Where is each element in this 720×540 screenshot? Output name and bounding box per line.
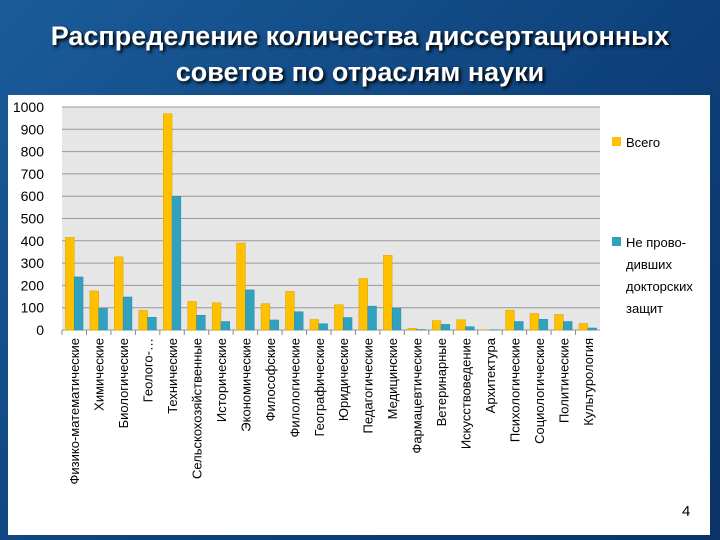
y-tick-label: 400	[21, 233, 45, 249]
x-tick-label: Медицинские	[385, 338, 400, 419]
bar-no-defense	[514, 321, 524, 331]
page-number: 4	[682, 503, 691, 520]
bar-no-defense	[440, 324, 451, 331]
legend-label-no-defense: докторских	[626, 279, 693, 294]
bar-total	[285, 291, 295, 331]
bar-total	[138, 310, 148, 331]
y-tick-label: 1000	[13, 99, 44, 115]
bar-no-defense	[318, 323, 328, 331]
bar-no-defense	[147, 317, 157, 331]
x-tick-label: Культурология	[581, 338, 596, 426]
bar-total	[358, 278, 368, 331]
bar-no-defense	[269, 319, 279, 331]
bar-total	[236, 242, 246, 331]
y-tick-label: 600	[21, 188, 45, 204]
x-tick-label: Исторические	[214, 338, 229, 422]
legend-label-no-defense: Не прово-	[626, 235, 686, 250]
y-tick-label: 100	[21, 300, 45, 316]
x-tick-label: Экономические	[238, 338, 253, 432]
title-line-2: советов по отраслям науки	[175, 57, 545, 87]
legend-swatch-no-defense	[612, 237, 621, 246]
x-tick-label: Архитектура	[483, 337, 498, 413]
bar-total	[529, 313, 540, 331]
bar-no-defense	[196, 315, 206, 331]
y-tick-label: 700	[21, 166, 45, 182]
bar-total	[431, 320, 442, 331]
bar-no-defense	[294, 311, 304, 331]
y-tick-label: 500	[21, 211, 45, 227]
bar-total	[554, 314, 564, 331]
legend-label-total: Всего	[626, 135, 660, 150]
x-tick-label: Политические	[556, 338, 571, 423]
x-tick-label: Педагогические	[361, 338, 376, 433]
bar-no-defense	[465, 326, 475, 331]
bar-no-defense	[391, 307, 402, 331]
x-tick-label: Географические	[312, 338, 327, 436]
x-tick-label: Психологические	[507, 338, 522, 442]
legend-label-no-defense: дивших	[626, 257, 672, 272]
bar-no-defense	[98, 308, 108, 331]
y-tick-label: 900	[21, 121, 45, 137]
bar-no-defense	[171, 195, 182, 331]
bar-total	[456, 319, 466, 331]
x-tick-label: Юридические	[336, 338, 351, 421]
bar-no-defense	[367, 305, 377, 331]
chart-panel: 0 100 200 300 400 500 600 700 800 900 1000 Физико-м…	[8, 95, 710, 535]
bar-total	[309, 319, 320, 331]
bar-total	[260, 303, 271, 331]
bar-no-defense	[587, 327, 597, 331]
x-tick-label: Биологические	[116, 338, 131, 428]
bar-total	[114, 256, 124, 331]
y-tick-label: 0	[36, 322, 44, 338]
x-tick-label: Социологические	[532, 338, 547, 444]
bar-no-defense	[122, 296, 133, 331]
bar-no-defense	[563, 321, 573, 331]
bar-total	[407, 327, 417, 331]
x-tick-label: Химические	[92, 338, 107, 411]
bar-total	[187, 301, 197, 331]
x-tick-label: Филологические	[287, 338, 302, 437]
bar-no-defense	[220, 321, 231, 331]
x-tick-label: Философские	[263, 338, 278, 421]
bar-no-defense	[73, 276, 84, 331]
title-line-1: Распределение количества диссертационных	[50, 21, 670, 51]
y-tick-label: 800	[21, 144, 45, 160]
bar-total	[578, 323, 589, 331]
bar-total	[89, 290, 99, 331]
slide-title: Распределение количества диссертационных…	[0, 18, 720, 90]
bar-no-defense	[538, 319, 548, 331]
x-tick-label: Искусствоведение	[459, 338, 474, 449]
legend-swatch-total	[612, 137, 621, 146]
bar-total	[162, 113, 173, 331]
bar-total	[334, 304, 344, 331]
x-tick-label: Технические	[165, 338, 180, 414]
y-tick-label: 300	[21, 255, 45, 271]
x-tick-label: Фармацевтические	[410, 338, 425, 454]
bar-total	[211, 302, 222, 331]
bar-chart: 0 100 200 300 400 500 600 700 800 900 1000 Физико-м…	[13, 99, 694, 484]
bar-no-defense	[342, 317, 353, 331]
bar-no-defense	[245, 289, 255, 331]
x-tick-label: Геолого-…	[141, 338, 156, 402]
y-tick-label: 200	[21, 277, 45, 293]
x-tick-label: Физико-математические	[67, 338, 82, 484]
bar-total	[65, 237, 75, 331]
legend-label-no-defense: защит	[626, 301, 663, 316]
bar-total	[505, 309, 515, 331]
bar-total	[383, 255, 393, 331]
x-tick-label: Ветеринарные	[434, 338, 449, 426]
x-tick-label: Сельскохозяйственные	[190, 338, 205, 479]
